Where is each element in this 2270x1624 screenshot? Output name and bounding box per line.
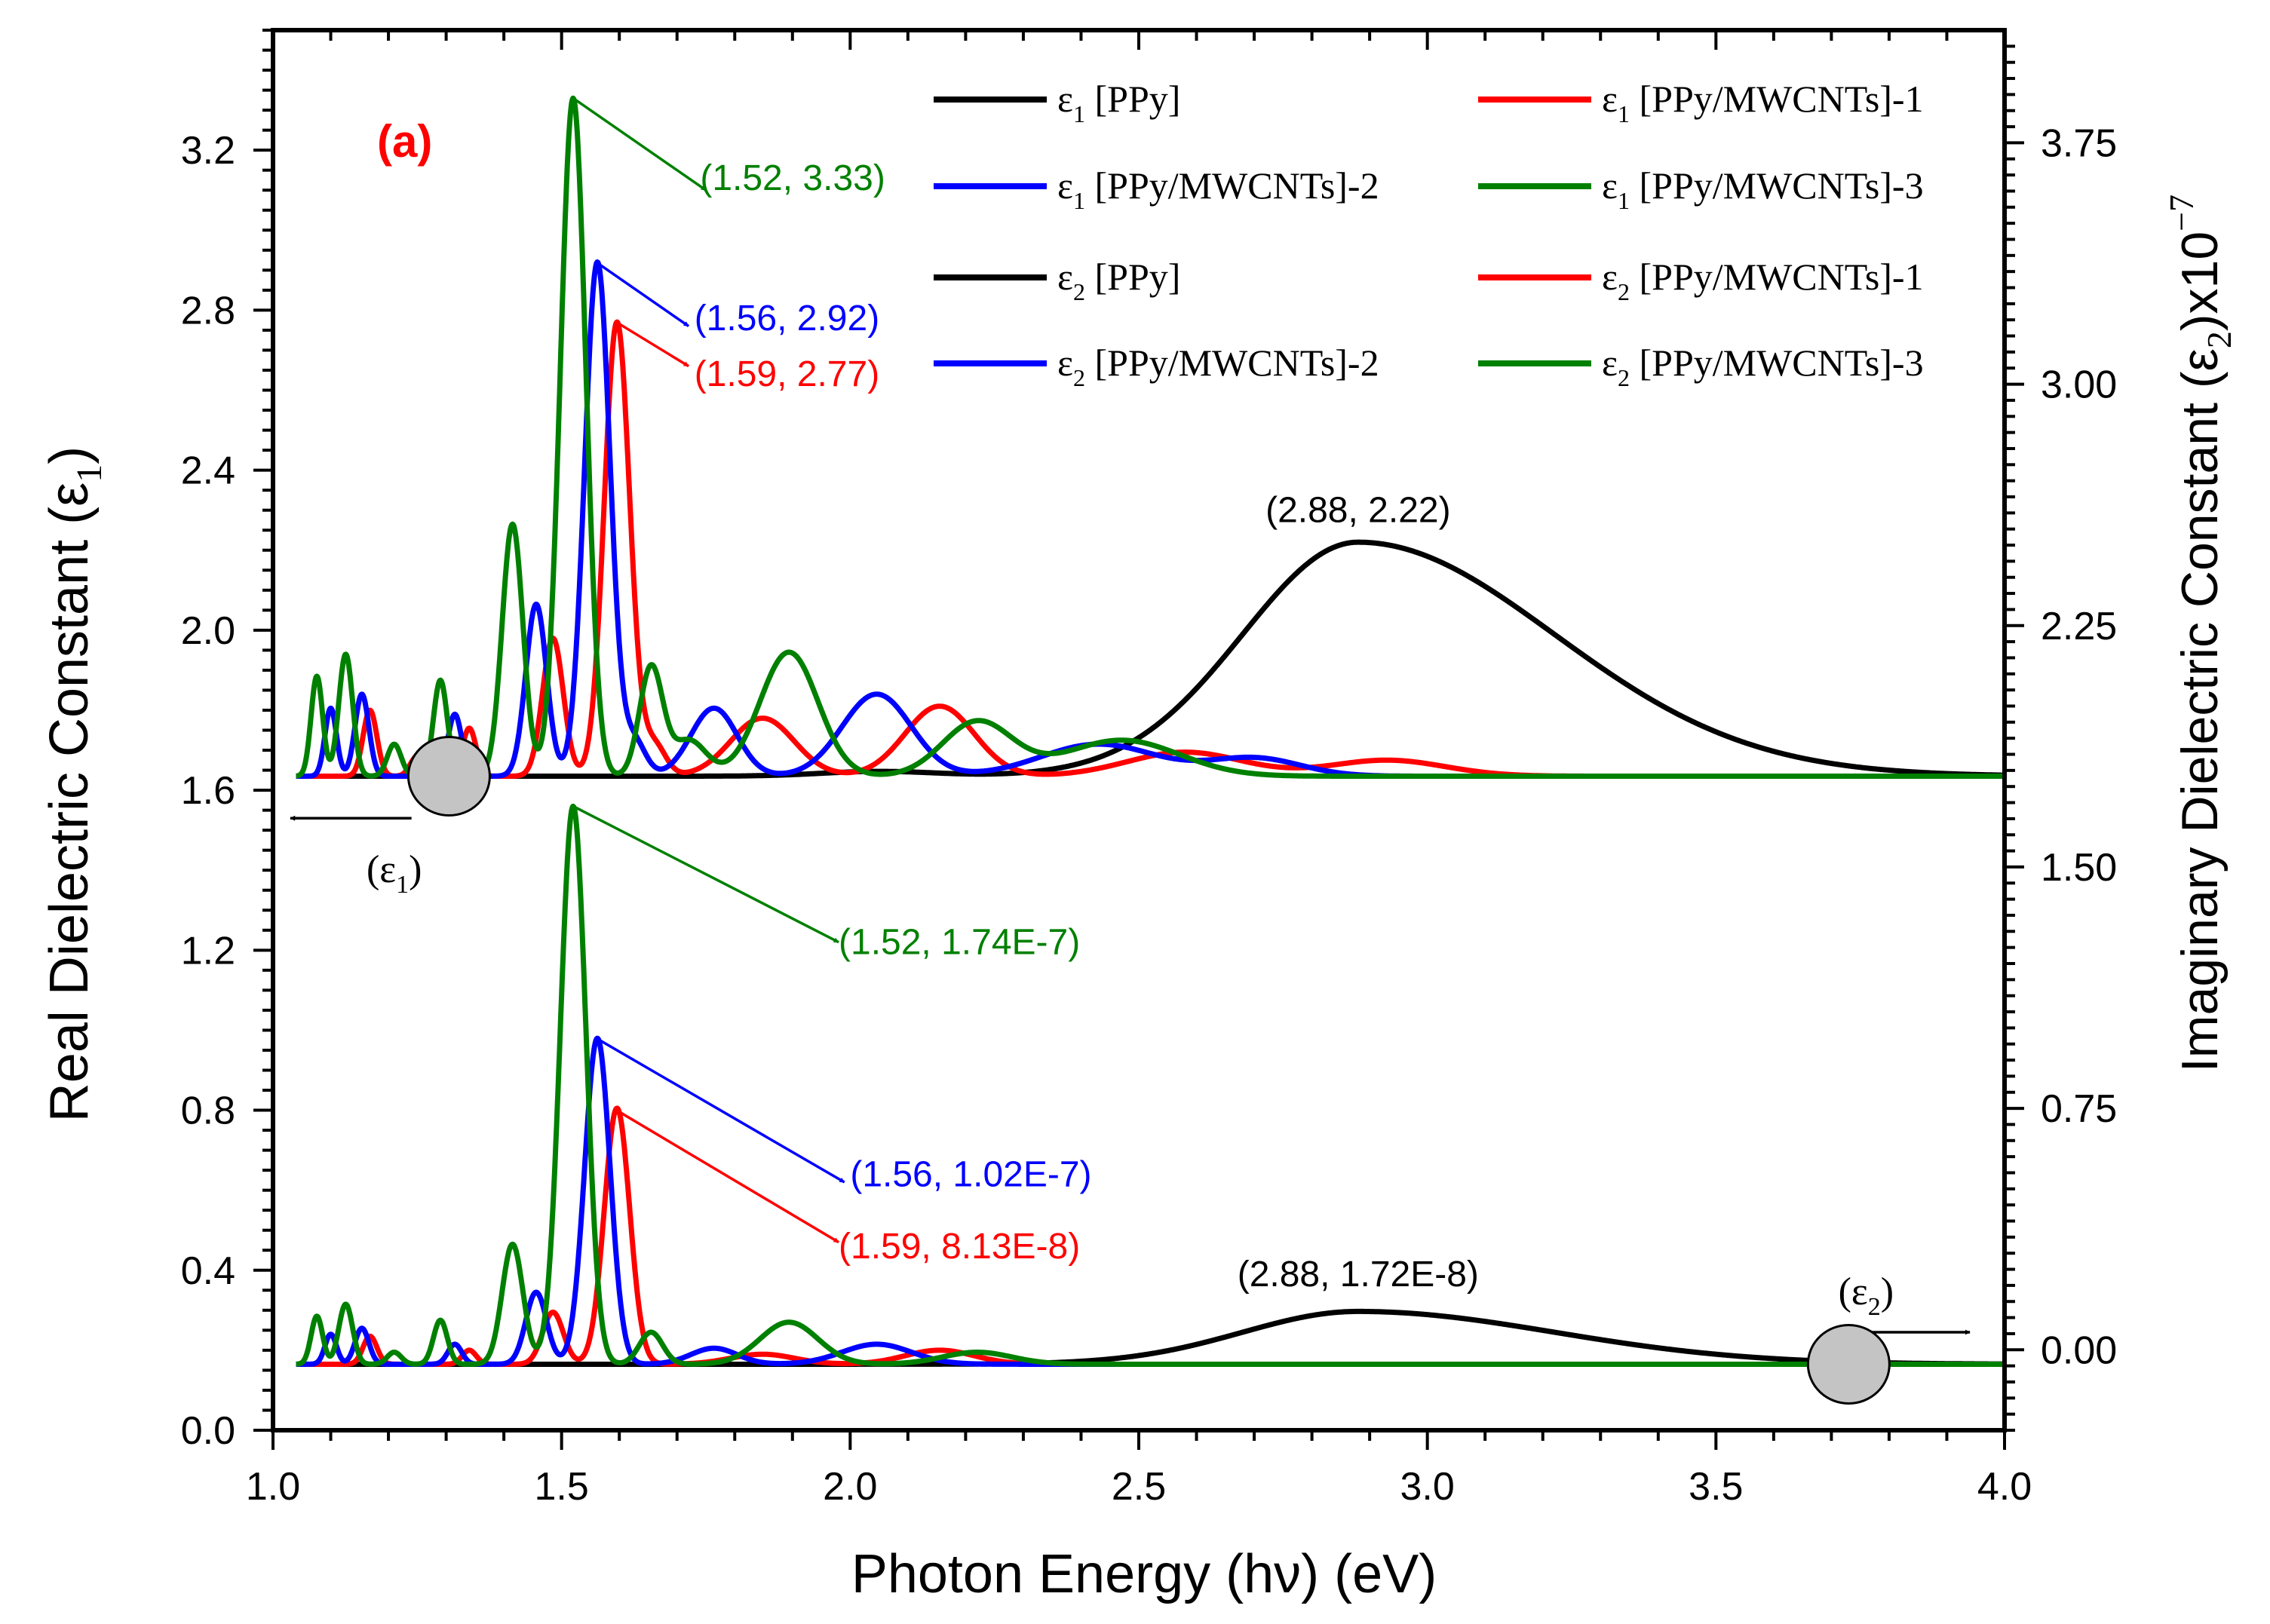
y-right-tick-label: 3.00 (2041, 363, 2117, 407)
annotation-label-2: (1.56, 2.92) (695, 299, 879, 339)
peak-annotations: (1.52, 3.33) (1.56, 2.92) (1.59, 2.77) (2.8… (572, 97, 1479, 1295)
series-line-8 (294, 803, 2007, 1367)
annotation-label-7: (1.59, 8.13E-8) (839, 1227, 1080, 1267)
legend-label-1: ε1 [PPy] (1057, 78, 1180, 127)
axis-marker-circle-2 (1806, 1323, 1891, 1405)
y-axis-right: 0.00 0.75 1.50 2.25 3.00 3.75 (2005, 44, 2117, 1432)
annotation-label-1: (1.52, 3.33) (700, 158, 885, 198)
annotation-label-6: (1.56, 1.02E-7) (850, 1154, 1091, 1194)
legend-label-3: ε1 [PPy/MWCNTs]-2 (1057, 164, 1379, 214)
y-left-tick-label: 1.2 (181, 929, 235, 973)
series-curves (294, 95, 2007, 1367)
legend: ε1 [PPy] ε1 [PPy/MWCNTs]-1 ε1 [PPy/MWCNTs]… (934, 78, 1924, 391)
x-tick-label: 1.0 (246, 1465, 300, 1509)
x-tick-label: 3.5 (1689, 1465, 1743, 1509)
y-left-tick-label: 2.8 (181, 289, 235, 332)
x-tick-label: 1.5 (535, 1465, 589, 1509)
legend-label-4: ε1 [PPy/MWCNTs]-3 (1602, 164, 1924, 214)
y-right-tick-label: 0.00 (2041, 1328, 2117, 1372)
annotation-arrow-2 (595, 261, 690, 328)
y-right-tick-label: 2.25 (2041, 605, 2117, 648)
annotation-arrow-6 (595, 1037, 845, 1184)
x-tick-label: 2.0 (823, 1465, 877, 1509)
annotation-label-8: (2.88, 1.72E-8) (1238, 1255, 1479, 1295)
x-axis: 1.0 1.5 2.0 2.5 3.0 3.5 4.0 (246, 30, 2032, 1509)
annotation-label-3: (1.59, 2.77) (695, 354, 879, 394)
axis-marker-label-2: (ε2) (1839, 1270, 1894, 1321)
y-left-tick-label: 1.6 (181, 769, 235, 813)
panel-label: (a) (377, 116, 432, 167)
x-tick-label: 3.0 (1400, 1465, 1455, 1509)
annotation-label-5: (1.52, 1.74E-7) (839, 923, 1080, 963)
y-axis-right-label: Imaginary Dielectric Constant (ε2)x10−7 (2162, 195, 2238, 1072)
series-line-4 (294, 95, 2007, 779)
legend-label-5: ε2 [PPy] (1057, 256, 1180, 305)
y-left-tick-label: 2.0 (181, 609, 235, 653)
y-left-tick-label: 3.2 (181, 129, 235, 173)
y-right-tick-label: 3.75 (2041, 121, 2117, 165)
y-left-tick-label: 2.4 (181, 449, 235, 493)
y-right-tick-label: 0.75 (2041, 1087, 2117, 1131)
axis-marker-label-1: (ε1) (367, 848, 422, 899)
legend-label-7: ε2 [PPy/MWCNTs]-2 (1057, 342, 1379, 391)
annotation-arrow-3 (615, 320, 689, 368)
annotation-arrow-7 (615, 1109, 839, 1244)
annotation-arrow-5 (572, 804, 839, 944)
legend-label-8: ε2 [PPy/MWCNTs]-3 (1602, 342, 1924, 391)
x-axis-label: Photon Energy (hν) (eV) (851, 1544, 1437, 1604)
annotation-label-4: (2.88, 2.22) (1265, 491, 1450, 531)
y-axis-left-label: Real Dielectric Constant (ε1) (39, 446, 109, 1122)
legend-label-6: ε2 [PPy/MWCNTs]-1 (1602, 256, 1924, 305)
axis-marker-circle-1 (406, 736, 491, 817)
axis-markers: (ε1) (ε2) (290, 736, 1971, 1405)
series-line-1 (294, 539, 2007, 779)
legend-label-2: ε1 [PPy/MWCNTs]-1 (1602, 78, 1924, 127)
y-left-tick-label: 0.8 (181, 1089, 235, 1133)
annotation-arrow-1 (572, 97, 707, 192)
series-line-5 (294, 1308, 2007, 1367)
x-tick-label: 2.5 (1112, 1465, 1166, 1509)
y-left-tick-label: 0.0 (181, 1409, 235, 1453)
y-left-tick-label: 0.4 (181, 1249, 235, 1293)
y-right-tick-label: 1.50 (2041, 846, 2117, 890)
y-axis-left: 0.0 0.4 0.8 1.2 1.6 2.0 2.4 2.8 3.2 (181, 29, 273, 1453)
x-tick-label: 4.0 (1977, 1465, 2032, 1509)
